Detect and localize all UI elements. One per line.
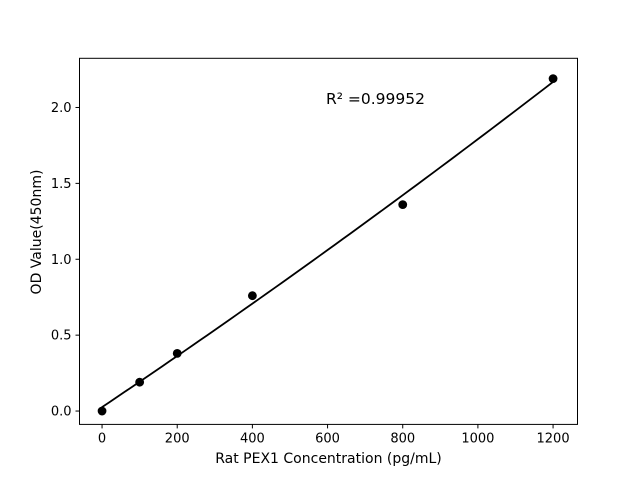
plot-border bbox=[79, 57, 578, 425]
data-point bbox=[97, 406, 107, 416]
y-tick-label: 0.0 bbox=[51, 405, 72, 420]
x-tick-label: 1200 bbox=[537, 431, 570, 446]
x-tick-label: 0 bbox=[98, 431, 106, 446]
x-tick-label: 200 bbox=[165, 431, 190, 446]
x-tick-label: 800 bbox=[390, 431, 415, 446]
data-point bbox=[135, 377, 145, 387]
y-axis-label: OD Value(450nm) bbox=[29, 169, 45, 295]
y-tick-label: 1.5 bbox=[51, 177, 72, 192]
r-squared-annotation: R² =0.99952 bbox=[326, 90, 425, 108]
data-point bbox=[548, 74, 558, 84]
x-axis-label: Rat PEX1 Concentration (pg/mL) bbox=[215, 451, 442, 467]
y-tick-label: 1.0 bbox=[51, 253, 72, 268]
y-tick-label: 2.0 bbox=[51, 101, 72, 116]
x-tick-label: 1000 bbox=[461, 431, 494, 446]
fit-line bbox=[101, 80, 554, 409]
x-tick-label: 400 bbox=[240, 431, 265, 446]
data-point bbox=[172, 348, 182, 358]
y-tick-label: 0.5 bbox=[51, 329, 72, 344]
x-tick-label: 600 bbox=[315, 431, 340, 446]
data-point bbox=[247, 291, 257, 301]
data-point bbox=[398, 200, 408, 210]
